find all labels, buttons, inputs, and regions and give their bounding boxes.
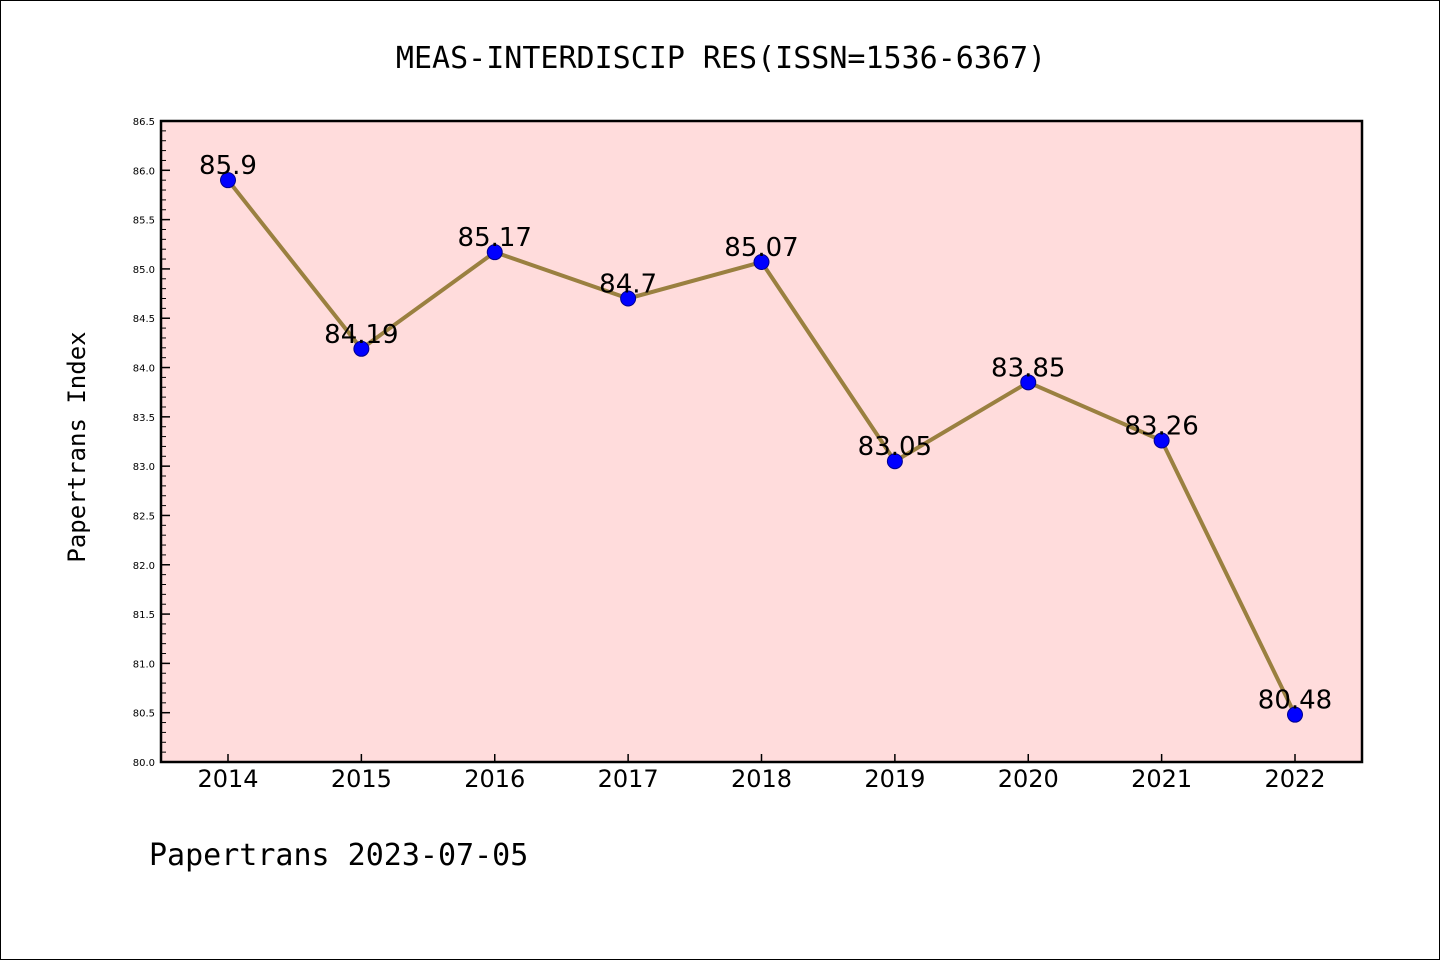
x-tick-label: 2019 <box>864 765 925 793</box>
data-point <box>1287 706 1303 723</box>
data-label: 84.7 <box>599 270 657 300</box>
x-tick-label: 2017 <box>598 765 659 793</box>
x-tick-label: 2020 <box>998 765 1059 793</box>
data-label: 85.17 <box>458 223 532 253</box>
y-tick-label: 86.0 <box>133 166 155 177</box>
y-axis: 80.0 80.5 81.0 81.5 82.0 82.5 83.0 83.5 84.0 84.5… <box>133 117 170 769</box>
x-axis: 2014 2015 2016 2017 2018 2019 2020 2021 2022 <box>197 754 1326 793</box>
x-tick-label: 2015 <box>331 765 392 793</box>
data-label: 80.48 <box>1258 686 1332 716</box>
data-label: 85.9 <box>199 151 257 181</box>
y-tick-label: 85.0 <box>133 265 155 276</box>
footer-text: Papertrans 2023-07-05 <box>149 838 528 873</box>
data-point <box>1020 374 1037 391</box>
y-tick-label: 82.5 <box>133 511 155 522</box>
plot-border <box>159 119 1364 764</box>
data-labels: 85.9 84.19 85.17 84.7 85.07 83.05 83.85 83.26 80… <box>199 151 1332 715</box>
data-label: 85.07 <box>724 233 798 263</box>
data-point <box>486 244 503 261</box>
y-tick-label: 80.0 <box>133 758 155 769</box>
data-point <box>353 340 370 357</box>
data-point <box>220 172 236 189</box>
y-axis-label: Papertrans Index <box>63 331 91 562</box>
y-tick-label: 82.0 <box>133 561 155 572</box>
y-tick-label: 80.5 <box>133 709 155 720</box>
y-tick-label: 84.0 <box>133 364 155 375</box>
series-line <box>220 172 1303 723</box>
data-point <box>620 290 637 307</box>
y-tick-label: 81.0 <box>133 659 155 670</box>
x-tick-label: 2021 <box>1131 765 1192 793</box>
x-tick-label: 2014 <box>197 765 258 793</box>
data-label: 83.05 <box>858 432 932 462</box>
x-tick-label: 2016 <box>464 765 525 793</box>
y-tick-label: 83.0 <box>133 462 155 473</box>
y-tick-label: 85.5 <box>133 216 155 227</box>
x-tick-label: 2022 <box>1264 765 1325 793</box>
chart-title: MEAS-INTERDISCIP RES(ISSN=1536-6367) <box>396 41 1046 76</box>
data-label: 84.19 <box>324 320 398 350</box>
data-point <box>753 254 770 271</box>
data-point <box>1153 432 1170 449</box>
y-tick-label: 86.5 <box>133 117 155 128</box>
y-tick-label: 81.5 <box>133 610 155 621</box>
data-label: 83.26 <box>1124 412 1198 442</box>
data-point <box>886 453 903 470</box>
y-tick-label: 84.5 <box>133 314 155 325</box>
y-tick-label: 83.5 <box>133 413 155 424</box>
data-label: 83.85 <box>991 353 1065 383</box>
x-tick-label: 2018 <box>731 765 792 793</box>
